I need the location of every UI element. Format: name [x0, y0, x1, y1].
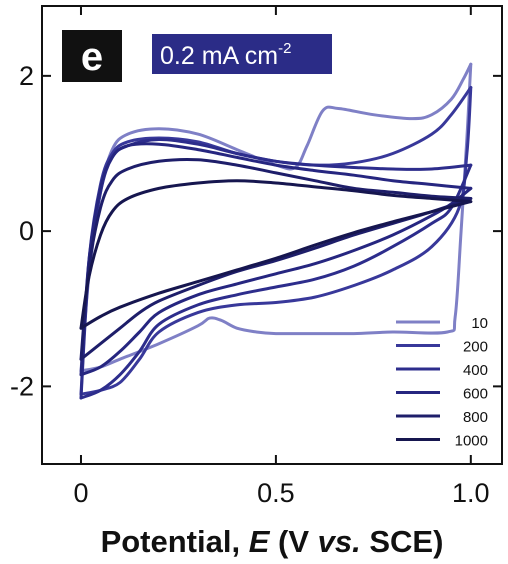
legend-label-600: 600: [463, 386, 488, 403]
legend-label-200: 200: [463, 339, 488, 356]
cv-curve-400-cathodic: [79, 163, 473, 400]
cv-curve-200-anodic: [79, 86, 473, 396]
cv-curve-1000-cathodic: [79, 200, 473, 330]
cv-curve-10-cathodic: [79, 62, 473, 373]
panel-label: e: [81, 35, 103, 79]
x-axis-title: Potential, E (V vs. SCE): [101, 524, 444, 559]
legend-label-800: 800: [463, 409, 488, 426]
cv-curve-200-cathodic: [79, 86, 473, 396]
legend-label-400: 400: [463, 362, 488, 379]
y-tick-label-2: -2: [10, 371, 34, 401]
cv-curve-1000-anodic: [79, 179, 473, 330]
cv-curves: [79, 62, 473, 400]
y-tick-label-1: 0: [19, 216, 34, 246]
legend: 10 200 400 600 800 1000: [396, 315, 488, 450]
panel-label-box: [62, 30, 122, 82]
legend-label-10: 10: [471, 315, 488, 332]
cv-curve-600-cathodic: [79, 186, 473, 377]
y-tick-label-0: 2: [19, 61, 34, 91]
x-tick-label-2: 1.0: [452, 478, 490, 508]
current-density-label: 0.2 mA cm-2: [160, 40, 291, 70]
x-axis: 0 0.5 1.0: [73, 6, 490, 508]
cv-curve-800-anodic: [79, 157, 473, 361]
plot-frame: [41, 5, 503, 465]
legend-label-1000: 1000: [455, 433, 488, 450]
cv-curve-800-cathodic: [79, 197, 473, 361]
cv-curve-600-anodic: [79, 142, 473, 377]
current-density-box: [152, 34, 332, 74]
y-axis: 2 0 -2: [10, 61, 502, 401]
x-tick-label-0: 0: [73, 478, 88, 508]
x-tick-label-1: 0.5: [257, 478, 295, 508]
